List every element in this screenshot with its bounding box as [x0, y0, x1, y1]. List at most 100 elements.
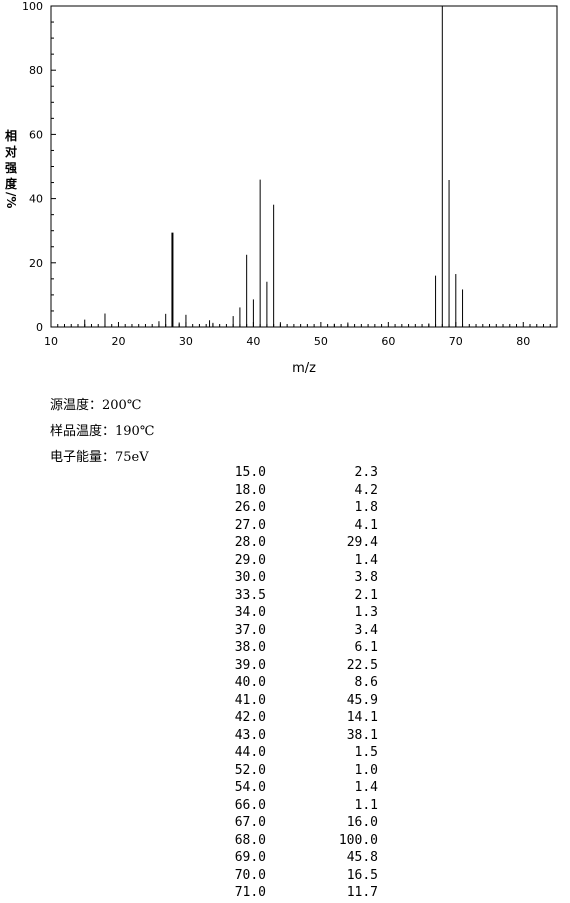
table-row: 29.0 1.4: [222, 552, 378, 570]
table-row: 33.5 2.1: [222, 587, 378, 605]
intensity-value: 1.1: [354, 797, 378, 813]
mz-value: 33.5: [234, 587, 266, 603]
x-axis-label: m/z: [292, 361, 316, 376]
y-tick-label: 100: [22, 0, 43, 13]
intensity-value: 1.8: [354, 500, 378, 515]
intensity-value: 6.1: [354, 640, 378, 655]
table-row: 44.0 1.5: [222, 744, 378, 762]
intensity-value: 45.9: [346, 692, 378, 708]
x-tick-label: 80: [516, 335, 530, 348]
table-row: 28.0 29.4: [222, 534, 378, 552]
y-tick-label: 40: [29, 193, 43, 206]
intensity-value: 1.4: [354, 780, 378, 795]
mz-value: 27.0: [234, 517, 266, 533]
intensity-value: 100.0: [338, 832, 378, 848]
table-row: 70.0 16.5: [222, 867, 378, 885]
electron-energy: 电子能量：75eV: [50, 450, 149, 465]
mz-value: 37.0: [234, 622, 266, 638]
table-row: 18.0 4.2: [222, 482, 378, 500]
mz-value: 54.0: [234, 780, 266, 795]
intensity-value: 1.3: [354, 605, 378, 620]
chart-svg: 10 20 30 40 50 60 70 80 0 20 40 60 80 100 m/z: [22, 0, 558, 376]
intensity-value: 22.5: [346, 657, 378, 673]
intensity-value: 38.1: [346, 727, 378, 743]
intensity-value: 3.4: [354, 622, 378, 638]
table-row: 66.0 1.1: [222, 797, 378, 815]
mz-value: 15.0: [234, 465, 266, 480]
table-row: 34.0 1.3: [222, 604, 378, 622]
y-label-unit: /%: [4, 192, 18, 209]
intensity-value: 16.5: [346, 867, 378, 883]
mz-value: 66.0: [234, 797, 266, 813]
table-row: 68.0 100.0: [222, 832, 378, 850]
x-tick-label: 40: [246, 335, 260, 348]
x-tick-label: 20: [111, 335, 125, 348]
table-row: 30.0 3.8: [222, 569, 378, 587]
x-tick-label: 10: [44, 335, 58, 348]
sample-temperature: 样品温度：190℃: [50, 424, 155, 439]
mz-value: 39.0: [234, 657, 266, 673]
y-tick-label: 80: [29, 64, 43, 77]
mz-value: 30.0: [234, 570, 266, 585]
mz-value: 42.0: [234, 710, 266, 725]
intensity-value: 29.4: [346, 535, 378, 550]
mz-value: 28.0: [234, 535, 266, 550]
mz-value: 43.0: [234, 727, 266, 743]
mass-spectrum-chart: 10 20 30 40 50 60 70 80 0 20 40 60 80 100 m/z 相 对 强 度 …: [0, 0, 570, 385]
y-label-char: 度: [4, 177, 17, 191]
y-label-char: 强: [4, 161, 17, 175]
mz-value: 71.0: [234, 885, 266, 900]
mz-value: 38.0: [234, 640, 266, 655]
table-row: 69.0 45.8: [222, 849, 378, 867]
table-row: 54.0 1.4: [222, 779, 378, 797]
intensity-value: 4.2: [354, 482, 378, 498]
intensity-value: 16.0: [346, 815, 378, 830]
x-tick-label: 50: [314, 335, 328, 348]
mz-value: 52.0: [234, 762, 266, 778]
intensity-value: 11.7: [346, 885, 378, 900]
mz-value: 34.0: [234, 605, 266, 620]
y-tick-label: 0: [36, 321, 43, 334]
intensity-value: 45.8: [346, 850, 378, 865]
table-row: 38.0 6.1: [222, 639, 378, 657]
table-row: 42.0 14.1: [222, 709, 378, 727]
table-row: 71.0 11.7: [222, 884, 378, 902]
table-row: 40.0 8.6: [222, 674, 378, 692]
y-axis-label: 相 对 强 度 /%: [3, 128, 19, 208]
mz-value: 44.0: [234, 745, 266, 760]
y-tick-label: 60: [29, 128, 43, 141]
y-label-char: 相: [4, 129, 17, 143]
x-tick-label: 60: [381, 335, 395, 348]
intensity-value: 1.5: [354, 745, 378, 760]
x-tick-label: 30: [179, 335, 193, 348]
intensity-value: 2.1: [354, 587, 378, 603]
intensity-value: 1.4: [354, 552, 378, 568]
x-tick-label: 70: [449, 335, 463, 348]
table-row: 41.0 45.9: [222, 692, 378, 710]
mz-value: 70.0: [234, 867, 266, 883]
table-row: 26.0 1.8: [222, 499, 378, 517]
table-row: 67.0 16.0: [222, 814, 378, 832]
mz-value: 41.0: [234, 692, 266, 708]
mz-value: 29.0: [234, 552, 266, 568]
y-label-char: 对: [4, 145, 17, 159]
mz-value: 40.0: [234, 675, 266, 690]
intensity-value: 2.3: [354, 465, 378, 480]
table-row: 39.0 22.5: [222, 657, 378, 675]
conditions-block: 源温度：200℃ 样品温度：190℃ 电子能量：75eV: [50, 396, 154, 474]
mz-value: 18.0: [234, 482, 266, 498]
intensity-value: 14.1: [346, 710, 378, 725]
table-row: 27.0 4.1: [222, 517, 378, 535]
peak-table: 15.0 2.3 18.0 4.2 26.0 1.8 27.0 4.1 28.0 29.4 29.0…: [222, 464, 378, 902]
table-row: 37.0 3.4: [222, 622, 378, 640]
mz-value: 69.0: [234, 850, 266, 865]
source-temperature: 源温度：200℃: [50, 398, 142, 413]
mz-value: 26.0: [234, 500, 266, 515]
plot-frame: [50, 5, 558, 328]
table-row: 52.0 1.0: [222, 762, 378, 780]
intensity-value: 1.0: [354, 762, 378, 778]
table-row: 43.0 38.1: [222, 727, 378, 745]
mz-value: 68.0: [234, 832, 266, 848]
intensity-value: 8.6: [354, 675, 378, 690]
y-tick-label: 20: [29, 257, 43, 270]
